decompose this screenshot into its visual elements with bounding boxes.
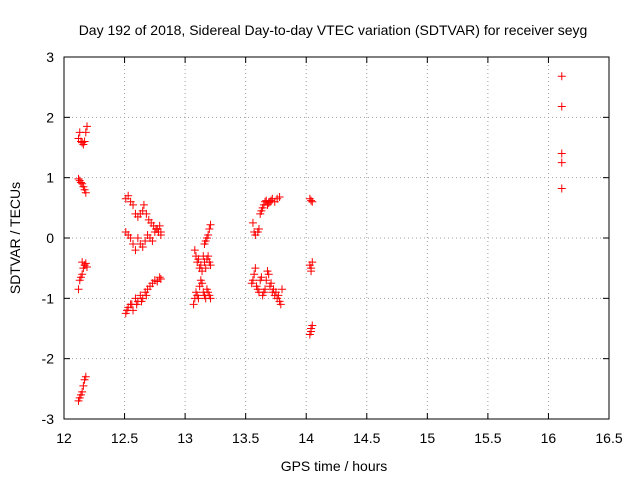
data-point [78, 270, 87, 279]
data-point [206, 261, 215, 270]
x-tick-label: 13 [177, 430, 193, 446]
y-axis-ticks: -3 -2 -1 0 1 2 3 [42, 49, 609, 427]
data-point [307, 196, 316, 205]
data-point [132, 300, 141, 309]
x-tick-label: 16 [541, 430, 557, 446]
x-tick-label: 12.5 [111, 430, 138, 446]
data-point [79, 381, 88, 390]
data-point [261, 285, 270, 294]
data-point [251, 264, 260, 273]
data-point [156, 227, 165, 236]
data-point [81, 188, 90, 197]
data-point [83, 262, 92, 271]
data-point [264, 270, 273, 279]
data-point [194, 294, 203, 303]
x-tick-label: 15 [420, 430, 436, 446]
x-tick-label: 15.5 [474, 430, 501, 446]
data-point [204, 230, 213, 239]
gridlines [64, 57, 609, 419]
data-point [74, 285, 83, 294]
data-point [155, 221, 164, 230]
data-point [129, 306, 138, 315]
data-point [189, 300, 198, 309]
data-point [307, 267, 316, 276]
data-point [129, 240, 138, 249]
data-point [267, 196, 276, 205]
y-tick-label: 0 [46, 230, 54, 246]
data-point [257, 273, 266, 282]
data-point [129, 200, 138, 209]
data-point [155, 273, 164, 282]
data-point [76, 178, 85, 187]
data-point [80, 137, 89, 146]
data-point [81, 372, 90, 381]
data-point [138, 243, 147, 252]
data-point [194, 255, 203, 264]
data-point [131, 246, 140, 255]
x-tick-label: 14.5 [353, 430, 380, 446]
data-point [201, 264, 210, 273]
data-point [250, 270, 259, 279]
data-point [83, 122, 92, 131]
data-point [156, 275, 165, 284]
y-tick-label: -3 [42, 411, 55, 427]
data-point [124, 191, 133, 200]
chart-title: Day 192 of 2018, Sidereal Day-to-day VTE… [79, 22, 588, 38]
data-point [557, 149, 566, 158]
data-point [148, 237, 157, 246]
y-tick-label: -1 [42, 290, 55, 306]
data-point [78, 387, 87, 396]
data-point [308, 258, 317, 267]
data-point [78, 258, 87, 267]
x-axis-ticks: 12 12.5 13 13.5 14 14.5 15 15.5 16 16.5 [56, 57, 623, 446]
data-point [307, 324, 316, 333]
data-point [81, 128, 90, 137]
data-point [254, 224, 263, 233]
y-tick-label: 3 [46, 49, 54, 65]
data-point [557, 158, 566, 167]
data-point [274, 291, 283, 300]
data-point [198, 279, 207, 288]
data-point [142, 209, 151, 218]
y-axis-label: SDTVAR / TECUs [7, 182, 23, 294]
data-point [276, 300, 285, 309]
data-point [248, 276, 257, 285]
data-point [557, 184, 566, 193]
y-tick-label: 1 [46, 170, 54, 186]
data-point [267, 279, 276, 288]
data-point [204, 252, 213, 261]
data-point [81, 259, 90, 268]
x-tick-label: 14 [298, 430, 314, 446]
data-point [557, 102, 566, 111]
data-point [206, 220, 215, 229]
data-point [262, 276, 271, 285]
data-point [190, 246, 199, 255]
data-point [205, 224, 214, 233]
data-point [133, 234, 142, 242]
y-tick-label: 2 [46, 109, 54, 125]
x-tick-label: 13.5 [232, 430, 259, 446]
data-point [206, 294, 215, 303]
y-tick-label: -2 [42, 351, 55, 367]
data-point [248, 218, 257, 227]
data-point [142, 291, 151, 300]
data-point [275, 192, 284, 201]
data-point [557, 72, 566, 81]
x-tick-label: 12 [56, 430, 72, 446]
data-point [141, 237, 150, 246]
data-point [139, 200, 148, 209]
data-points [74, 72, 566, 405]
data-point [308, 197, 317, 206]
data-point [137, 297, 146, 306]
data-point [278, 285, 286, 294]
x-axis-label: GPS time / hours [281, 458, 388, 474]
x-tick-label: 16.5 [595, 430, 622, 446]
data-point [126, 234, 135, 242]
